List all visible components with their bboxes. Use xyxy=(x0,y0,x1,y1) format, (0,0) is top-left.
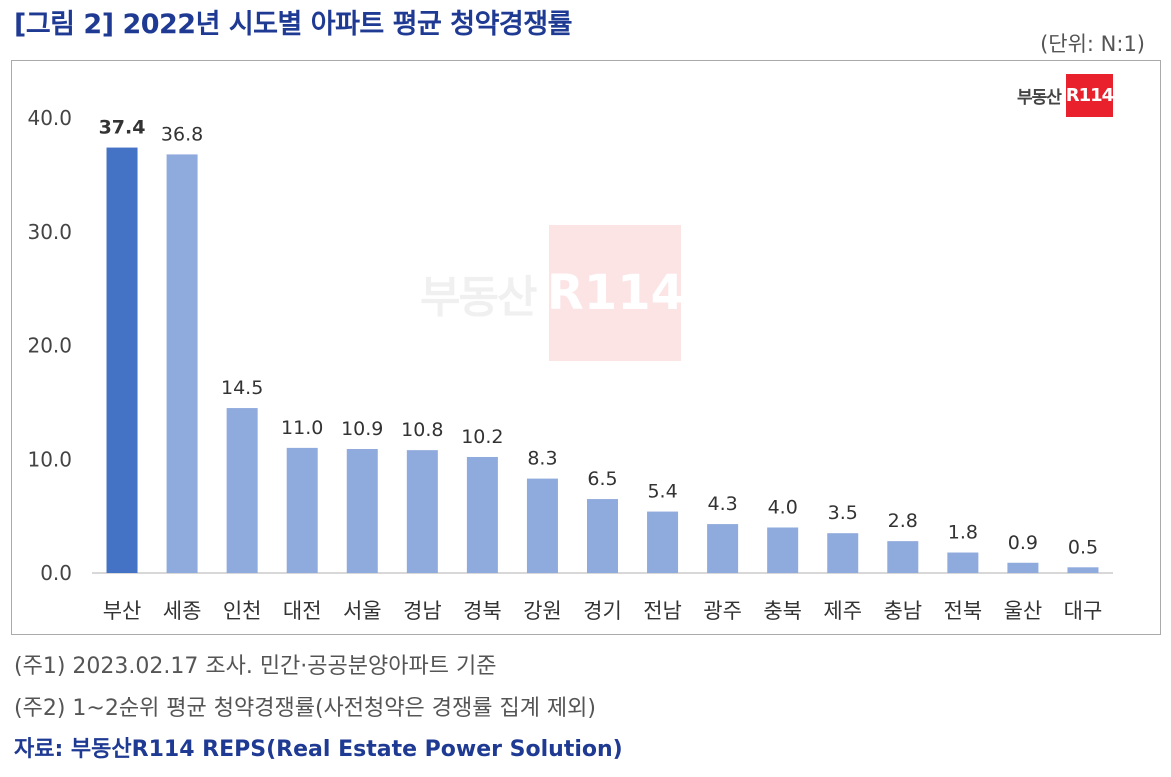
bar xyxy=(106,147,138,573)
x-tick-label: 강원 xyxy=(523,599,562,623)
y-tick-label: 0.0 xyxy=(40,561,72,585)
note-2: (주2) 1~2순위 평균 청약경쟁률(사전청약은 경쟁률 집계 제외) xyxy=(14,696,596,721)
x-tick-label: 서울 xyxy=(343,599,382,623)
data-label: 2.8 xyxy=(888,510,918,532)
unit-label: (단위: N:1) xyxy=(1040,32,1145,56)
x-tick-label: 광주 xyxy=(703,599,742,623)
x-tick-label: 부산 xyxy=(103,599,142,623)
bar-chart: 0.0 10.0 20.0 30.0 40.0 37.4 부산 36.8 세종 14.5 인천 11.… xyxy=(27,106,1113,623)
data-label: 4.0 xyxy=(768,497,798,519)
x-tick-label: 제주 xyxy=(823,599,862,623)
bar xyxy=(286,447,318,573)
data-label: 10.8 xyxy=(401,419,443,441)
x-tick-label: 인천 xyxy=(223,599,262,623)
data-label: 1.8 xyxy=(948,522,978,544)
brand-logo-box: R114 xyxy=(1066,74,1114,117)
x-tick-label: 대전 xyxy=(283,599,322,623)
bar xyxy=(647,511,679,573)
x-tick-label: 전북 xyxy=(944,599,983,623)
x-tick-label: 충남 xyxy=(883,599,922,623)
x-tick-label: 세종 xyxy=(163,599,202,623)
bar xyxy=(947,552,979,573)
bar xyxy=(406,450,438,573)
data-label: 10.9 xyxy=(341,418,383,440)
data-label: 0.5 xyxy=(1068,536,1098,558)
data-label: 11.0 xyxy=(281,417,323,439)
x-tick-label: 울산 xyxy=(1004,599,1043,623)
data-label: 5.4 xyxy=(647,481,677,503)
data-label: 3.5 xyxy=(828,502,858,524)
bar xyxy=(887,541,919,573)
data-label: 10.2 xyxy=(461,426,503,448)
x-tick-label: 대구 xyxy=(1064,599,1103,623)
bar xyxy=(166,154,198,573)
x-tick-label: 경북 xyxy=(463,599,502,623)
bar xyxy=(226,408,258,573)
data-label: 37.4 xyxy=(99,117,146,139)
bar xyxy=(1007,562,1039,573)
bar xyxy=(346,449,378,573)
data-label: 14.5 xyxy=(221,377,263,399)
data-label: 8.3 xyxy=(527,448,557,470)
x-tick-label: 경남 xyxy=(403,599,442,623)
bar xyxy=(767,527,799,573)
chart-frame xyxy=(11,60,1161,635)
bar xyxy=(526,478,558,573)
bar xyxy=(707,524,739,573)
data-label: 6.5 xyxy=(587,468,617,490)
y-tick-label: 30.0 xyxy=(27,220,72,244)
bar xyxy=(466,456,498,573)
chart-title: [그림 2] 2022년 시도별 아파트 평균 청약경쟁률 xyxy=(14,9,572,40)
x-tick-label: 경기 xyxy=(583,599,622,623)
brand-logo: 부동산 R114 xyxy=(1017,74,1114,117)
bar xyxy=(1067,567,1099,573)
source-text: 자료: 부동산R114 REPS(Real Estate Power Solut… xyxy=(14,737,623,762)
data-label: 36.8 xyxy=(161,123,203,145)
x-tick-label: 전남 xyxy=(643,599,682,623)
brand-logo-text: 부동산 xyxy=(1017,88,1062,108)
y-tick-label: 40.0 xyxy=(27,106,72,130)
bar xyxy=(587,499,618,573)
x-tick-label: 충북 xyxy=(763,599,802,623)
y-tick-label: 10.0 xyxy=(27,447,72,471)
note-1: (주1) 2023.02.17 조사. 민간·공공분양아파트 기준 xyxy=(14,654,497,679)
bar xyxy=(827,533,859,573)
data-label: 0.9 xyxy=(1008,532,1038,554)
data-label: 4.3 xyxy=(708,493,738,515)
y-tick-label: 20.0 xyxy=(27,334,72,358)
